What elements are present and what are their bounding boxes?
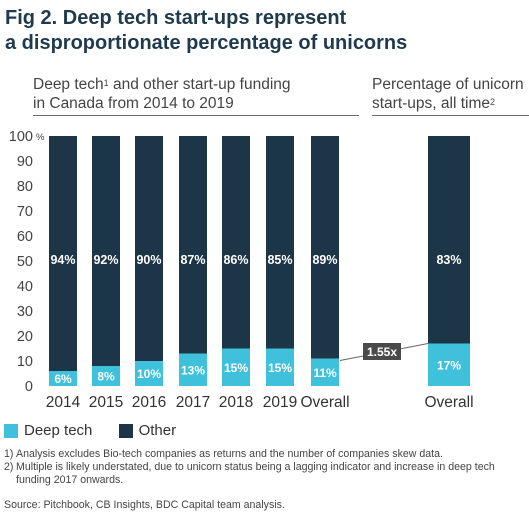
data-label-other: 85% xyxy=(267,253,292,267)
bar-other-overall xyxy=(311,136,339,359)
data-label-deep-tech: 10% xyxy=(137,367,161,381)
y-tick-label: 90 xyxy=(17,154,33,170)
data-label-other: 94% xyxy=(50,253,75,267)
x-tick-label: 2017 xyxy=(176,394,210,411)
y-tick-label: 50 xyxy=(17,254,33,270)
bar-deep-tech-overall xyxy=(428,343,470,386)
chart-canvas: 0 10 20 30 40 50 60 70 80 90 100% 94% 6% 2014 92% 8% 20… xyxy=(9,129,474,411)
right-subtitle-line-1: Percentage of unicorn xyxy=(372,76,524,93)
bar-deep-tech-2018 xyxy=(222,348,250,386)
footnote-2-text: Multiple is likely understated, due to u… xyxy=(16,461,495,486)
left-chart-subtitle: Deep tech1 and other start-up funding in… xyxy=(33,75,291,113)
x-tick-label: 2018 xyxy=(219,394,253,411)
unicorn-share-bars: 83% 17% Overall xyxy=(424,136,474,411)
bar-deep-tech-2015 xyxy=(92,366,120,386)
data-label-deep-tech: 15% xyxy=(224,361,248,375)
bar-other-2017 xyxy=(179,136,207,354)
x-tick-label: 2015 xyxy=(89,394,123,411)
data-label-deep-tech: 11% xyxy=(313,366,337,380)
bar-other-2016 xyxy=(135,136,163,361)
callout-label: 1.55x xyxy=(367,345,397,359)
x-tick-label: 2014 xyxy=(46,394,81,411)
left-subtitle-line-2: in Canada from 2014 to 2019 xyxy=(33,95,234,112)
legend-swatch-deep-tech xyxy=(4,423,18,438)
y-unit-label: % xyxy=(36,132,45,143)
right-subtitle-text: start-ups, all time xyxy=(372,95,491,112)
y-tick-label: 40 xyxy=(17,279,33,295)
bar-deep-tech-overall xyxy=(311,358,339,386)
y-tick-label: 20 xyxy=(17,329,33,345)
bar-other-2014 xyxy=(49,136,77,371)
source-note: Source: Pitchbook, CB Insights, BDC Capi… xyxy=(4,499,285,511)
left-subtitle-line-1: Deep tech1 and other start-up funding xyxy=(33,75,291,94)
left-subtitle-rest: and other start-up funding xyxy=(108,76,291,93)
data-label-other: 86% xyxy=(223,253,248,267)
data-label-other: 92% xyxy=(93,253,118,267)
data-label-deep-tech: 8% xyxy=(97,370,115,384)
x-tick-label: Overall xyxy=(424,394,473,411)
bar-deep-tech-2016 xyxy=(135,361,163,386)
y-tick-label: 80 xyxy=(17,179,33,195)
y-tick-label: 30 xyxy=(17,304,33,320)
y-tick-label: 10 xyxy=(17,354,33,370)
figure-title-line-2: a disproportionate percentage of unicorn… xyxy=(5,32,408,54)
data-label-deep-tech: 15% xyxy=(268,361,292,375)
y-tick-label: 70 xyxy=(17,204,33,220)
data-label-other: 87% xyxy=(180,253,205,267)
legend: Deep tech Other xyxy=(4,422,198,442)
legend-label-deep-tech: Deep tech xyxy=(24,422,93,439)
bar-other-2015 xyxy=(92,136,120,366)
left-subtitle-deep-tech: Deep tech xyxy=(33,76,104,93)
x-tick-label: 2016 xyxy=(132,394,166,411)
data-label-deep-tech: 17% xyxy=(437,358,461,372)
footnote-2: 2) Multiple is likely understated, due t… xyxy=(4,461,524,487)
right-chart-subtitle: Percentage of unicorn start-ups, all tim… xyxy=(372,75,529,113)
data-label-deep-tech: 13% xyxy=(181,363,205,377)
right-subtitle-rule xyxy=(372,115,529,116)
footnote-ref-1: 1 xyxy=(103,78,109,88)
bar-other-overall xyxy=(428,136,470,344)
bar-deep-tech-2019 xyxy=(266,348,294,386)
multiple-callout: 1.55x xyxy=(339,343,429,361)
legend-swatch-other xyxy=(118,423,133,438)
footnote-1-number: 1) xyxy=(4,448,14,460)
y-axis: 0 10 20 30 40 50 60 70 80 90 100% xyxy=(9,129,45,395)
legend-item-other: Other xyxy=(118,422,177,439)
right-subtitle-line-2: start-ups, all time2 xyxy=(372,94,529,113)
footnote-ref-2: 2 xyxy=(490,97,496,107)
bar-other-2019 xyxy=(266,136,294,349)
legend-item-deep-tech: Deep tech xyxy=(4,422,92,439)
footnote-1-text: Analysis excludes Bio-tech companies as … xyxy=(16,448,443,460)
bar-deep-tech-2017 xyxy=(179,353,207,386)
figure-title-line-1: Fig 2. Deep tech start-ups represent xyxy=(5,7,347,29)
y-tick-label: 0 xyxy=(25,379,33,395)
x-tick-label: Overall xyxy=(300,394,349,411)
y-tick-label: 100 xyxy=(9,129,33,145)
callout-box xyxy=(363,343,401,360)
yearly-funding-bars: 94% 6% 2014 92% 8% 2015 90% 10% 2016 87% 13% 2017 86… xyxy=(46,136,350,411)
bar-deep-tech-2014 xyxy=(49,371,77,386)
x-tick-label: 2019 xyxy=(263,394,297,411)
data-label-deep-tech: 6% xyxy=(54,372,72,386)
y-tick-label: 60 xyxy=(17,229,33,245)
footnote-2-number: 2) xyxy=(4,461,14,473)
footnotes: 1) Analysis excludes Bio-tech companies … xyxy=(4,448,524,487)
data-label-other: 90% xyxy=(136,253,161,267)
figure-title: Fig 2. Deep tech start-ups represent a d… xyxy=(5,6,525,56)
data-label-other: 89% xyxy=(312,253,337,267)
data-label-other: 83% xyxy=(436,253,461,267)
footnote-1: 1) Analysis excludes Bio-tech companies … xyxy=(4,448,524,461)
left-subtitle-rule xyxy=(33,115,359,116)
legend-label-other: Other xyxy=(138,422,177,439)
bar-other-2018 xyxy=(222,136,250,349)
